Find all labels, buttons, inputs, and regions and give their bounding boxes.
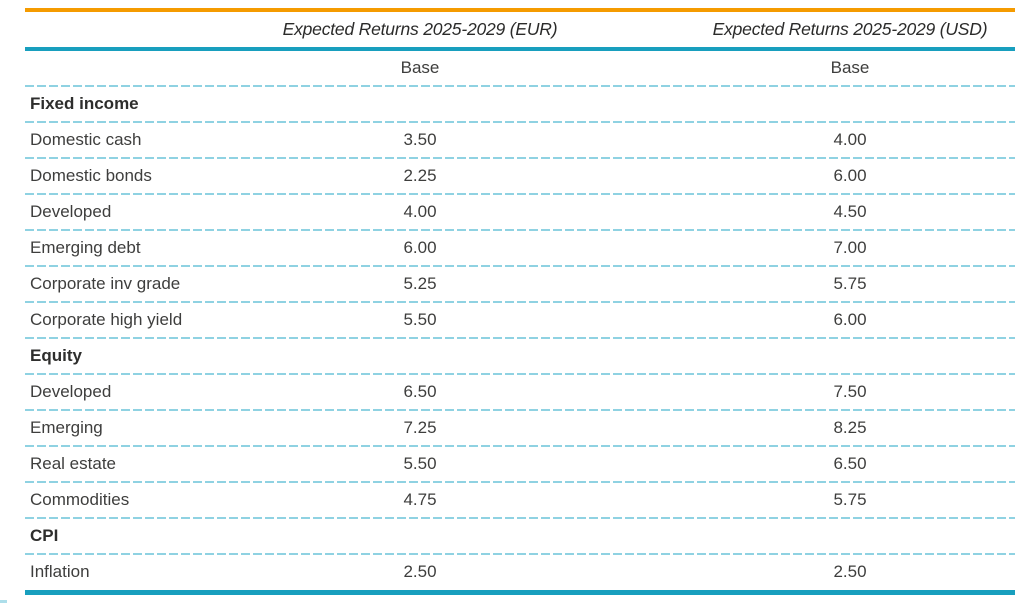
table-row: Commodities 4.75 5.75 [25, 483, 1015, 517]
table-row: Corporate inv grade 5.25 5.75 [25, 267, 1015, 301]
row-divider [25, 301, 1015, 303]
row-label: Commodities [30, 490, 130, 509]
table-header-row: Expected Returns 2025-2029 (EUR) Expecte… [25, 12, 1015, 47]
table-row: Inflation 2.50 2.50 [25, 555, 1015, 589]
table-row: Equity [25, 339, 1015, 373]
row-value-usd: 7.00 [833, 238, 867, 257]
row-divider [25, 229, 1015, 231]
table-row: Developed 6.50 7.50 [25, 375, 1015, 409]
row-divider [25, 265, 1015, 267]
row-value-eur: 3.50 [403, 130, 437, 149]
table-row: CPI [25, 519, 1015, 553]
row-label: Real estate [30, 454, 116, 473]
row-value-usd: 5.75 [833, 490, 867, 509]
row-value-eur: 5.50 [403, 454, 437, 473]
row-value-usd: 4.50 [833, 202, 867, 221]
row-value-usd: 2.50 [833, 562, 867, 581]
row-label: Domestic bonds [30, 166, 152, 185]
row-label: CPI [30, 526, 59, 545]
row-divider [25, 373, 1015, 375]
row-divider [25, 193, 1015, 195]
row-divider [25, 481, 1015, 483]
row-value-eur: 6.50 [403, 382, 437, 401]
row-label: Corporate high yield [30, 310, 183, 329]
row-divider [25, 517, 1015, 519]
row-divider [25, 157, 1015, 159]
table-body: Base Base Fixed income Domestic cash 3.5… [25, 51, 1015, 589]
table-row: Base Base [25, 51, 1015, 85]
row-value-usd: 7.50 [833, 382, 867, 401]
row-divider [25, 409, 1015, 411]
row-value-usd: 8.25 [833, 418, 867, 437]
row-value-usd: 5.75 [833, 274, 867, 293]
row-divider [25, 553, 1015, 555]
table-row: Domestic bonds 2.25 6.00 [25, 159, 1015, 193]
row-label: Emerging debt [30, 238, 141, 257]
row-value-usd: 6.00 [833, 166, 867, 185]
row-value-eur: Base [400, 58, 440, 77]
header-separator-rule [25, 47, 1015, 51]
page-edge-fragment [0, 600, 7, 603]
row-label: Inflation [30, 562, 90, 581]
table-row: Real estate 5.50 6.50 [25, 447, 1015, 481]
row-label: Developed [30, 202, 112, 221]
row-value-usd: 6.00 [833, 310, 867, 329]
row-label: Emerging [30, 418, 103, 437]
row-label: Fixed income [30, 94, 139, 113]
row-label: Developed [30, 382, 112, 401]
table-row: Emerging debt 6.00 7.00 [25, 231, 1015, 265]
table-row: Domestic cash 3.50 4.00 [25, 123, 1015, 157]
row-value-eur: 6.00 [403, 238, 437, 257]
row-divider [25, 85, 1015, 87]
bottom-accent-rule [25, 590, 1015, 595]
row-value-eur: 5.50 [403, 310, 437, 329]
table-row: Developed 4.00 4.50 [25, 195, 1015, 229]
row-value-eur: 7.25 [403, 418, 437, 437]
row-value-usd: Base [830, 58, 870, 77]
column-header-usd: Expected Returns 2025-2029 (USD) [712, 19, 988, 39]
row-label: Equity [30, 346, 82, 365]
row-value-usd: 6.50 [833, 454, 867, 473]
row-divider [25, 337, 1015, 339]
row-value-eur: 4.00 [403, 202, 437, 221]
row-value-eur: 5.25 [403, 274, 437, 293]
row-value-eur: 2.50 [403, 562, 437, 581]
table-row: Fixed income [25, 87, 1015, 121]
row-label: Corporate inv grade [30, 274, 181, 293]
row-value-eur: 4.75 [403, 490, 437, 509]
expected-returns-table: Expected Returns 2025-2029 (EUR) Expecte… [25, 8, 1015, 595]
row-label: Domestic cash [30, 130, 142, 149]
table-row: Corporate high yield 5.50 6.00 [25, 303, 1015, 337]
column-header-eur: Expected Returns 2025-2029 (EUR) [282, 19, 558, 39]
table-row: Emerging 7.25 8.25 [25, 411, 1015, 445]
row-value-eur: 2.25 [403, 166, 437, 185]
row-divider [25, 121, 1015, 123]
row-value-usd: 4.00 [833, 130, 867, 149]
top-accent-rule [25, 8, 1015, 12]
row-divider [25, 445, 1015, 447]
